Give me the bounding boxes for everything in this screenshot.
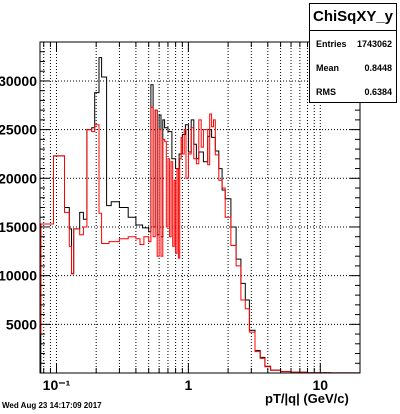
y-tick-label: 10000 xyxy=(0,268,37,284)
x-tick-label: 10⁻¹ xyxy=(43,377,71,393)
y-tick-label: 15000 xyxy=(0,219,37,235)
stat-entries-label: Entries xyxy=(316,39,347,49)
stat-rms-label: RMS xyxy=(316,87,336,97)
series-layer xyxy=(39,57,361,374)
tick-labels: 10⁻¹ 1 10 5000 10000 15000 20000 25000 30000 xyxy=(0,73,328,393)
y-tick-label: 30000 xyxy=(0,73,37,89)
histogram-series-1 xyxy=(40,57,361,374)
y-tick-label: 25000 xyxy=(0,122,37,138)
y-tick-label: 20000 xyxy=(0,170,37,186)
stats-title: ChiSqXY_y xyxy=(310,4,396,31)
x-tick-label: 1 xyxy=(184,377,192,393)
stat-mean: Mean 0.8448 xyxy=(310,55,396,79)
stat-mean-label: Mean xyxy=(316,63,340,73)
stat-mean-value: 0.8448 xyxy=(364,63,392,73)
stat-rms: RMS 0.6384 xyxy=(310,79,396,103)
date-stamp: Wed Aug 23 14:17:09 2017 xyxy=(2,401,102,410)
histogram-series-2 xyxy=(39,106,361,374)
stats-box: ChiSqXY_y Entries 1743062 Mean 0.8448 RM… xyxy=(309,3,397,103)
stat-entries-value: 1743062 xyxy=(356,39,392,49)
x-axis-label: pT/|q| (GeV/c) xyxy=(265,391,349,406)
x-tick-label: 10 xyxy=(313,377,329,393)
y-tick-label: 5000 xyxy=(6,316,37,332)
stat-entries: Entries 1743062 xyxy=(310,31,396,55)
stat-rms-value: 0.6384 xyxy=(364,87,392,97)
